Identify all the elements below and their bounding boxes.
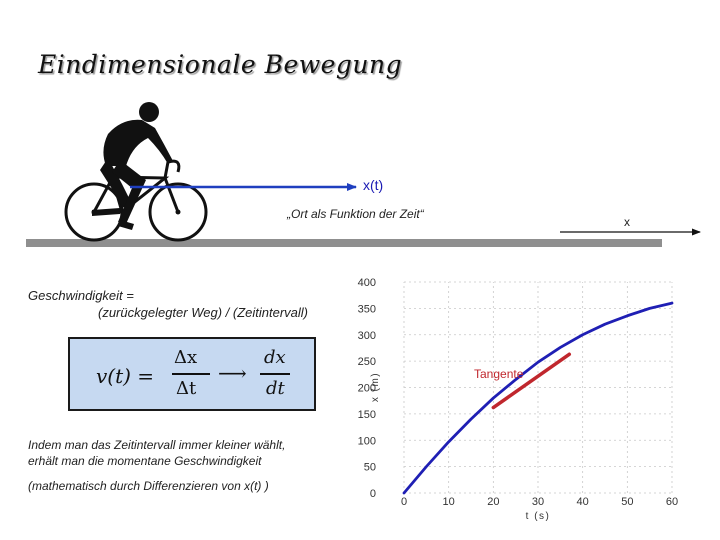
x-axis-label: x — [624, 215, 630, 229]
x-axis-title: t (s) — [526, 511, 551, 522]
formula-lhs: v(t) = — [96, 364, 155, 388]
explanation-line3: (mathematisch durch Differenzieren von x… — [28, 479, 269, 493]
position-caption: „Ort als Funktion der Zeit“ — [287, 207, 424, 221]
y-tick-label: 250 — [358, 356, 376, 368]
position-curve — [402, 301, 674, 495]
x-tick-label: 40 — [577, 496, 589, 508]
formula-delta-denominator: Δt — [176, 378, 197, 399]
slide-title: Eindimensionale Bewegung — [38, 50, 403, 79]
y-tick-label: 100 — [358, 435, 376, 447]
chart-marks: 0 50 100 150 200 250 300 350 400 0 10 20 30 40 50 60 — [358, 277, 678, 508]
position-label: x(t) — [363, 177, 384, 193]
y-tick-label: 400 — [358, 277, 376, 289]
explanation-line2: erhält man die momentane Geschwindigkeit — [28, 454, 262, 468]
y-tick-label: 300 — [358, 330, 376, 342]
y-axis-title: x (m) — [370, 372, 381, 402]
tangent-label: Tangente — [474, 367, 524, 381]
velocity-definition-line1: Geschwindigkeit = — [28, 288, 134, 303]
formula-diff-fraction-bar — [260, 373, 290, 375]
position-time-chart: 0 50 100 150 200 250 300 350 400 0 10 20 30 40 50 60 t … — [358, 277, 678, 522]
y-tick-label: 350 — [358, 303, 376, 315]
formula-diff-numerator: dx — [264, 347, 286, 368]
formula-delta-numerator: Δx — [174, 347, 198, 368]
velocity-formula-box: v(t) = Δx Δt ⟶ dx dt — [68, 337, 316, 411]
formula-delta-fraction-bar — [172, 373, 210, 375]
y-tick-label: 150 — [358, 409, 376, 421]
x-tick-label: 60 — [666, 496, 678, 508]
y-tick-label: 50 — [364, 462, 376, 474]
tangent-line — [491, 352, 572, 410]
road-bar — [26, 239, 662, 247]
x-tick-label: 0 — [401, 496, 407, 508]
chart-grid — [403, 281, 673, 494]
formula-arrow: ⟶ — [218, 361, 247, 385]
formula-diff-denominator: dt — [266, 378, 285, 399]
y-tick-label: 0 — [370, 488, 376, 500]
cyclist-icon — [64, 102, 208, 242]
x-tick-label: 50 — [621, 496, 633, 508]
y-tick-label: 200 — [358, 383, 376, 395]
x-tick-label: 20 — [487, 496, 499, 508]
explanation-line1: Indem man das Zeitintervall immer kleine… — [28, 438, 286, 452]
velocity-definition-line2: (zurückgelegter Weg) / (Zeitintervall) — [98, 305, 308, 320]
x-tick-label: 30 — [532, 496, 544, 508]
x-tick-label: 10 — [443, 496, 455, 508]
